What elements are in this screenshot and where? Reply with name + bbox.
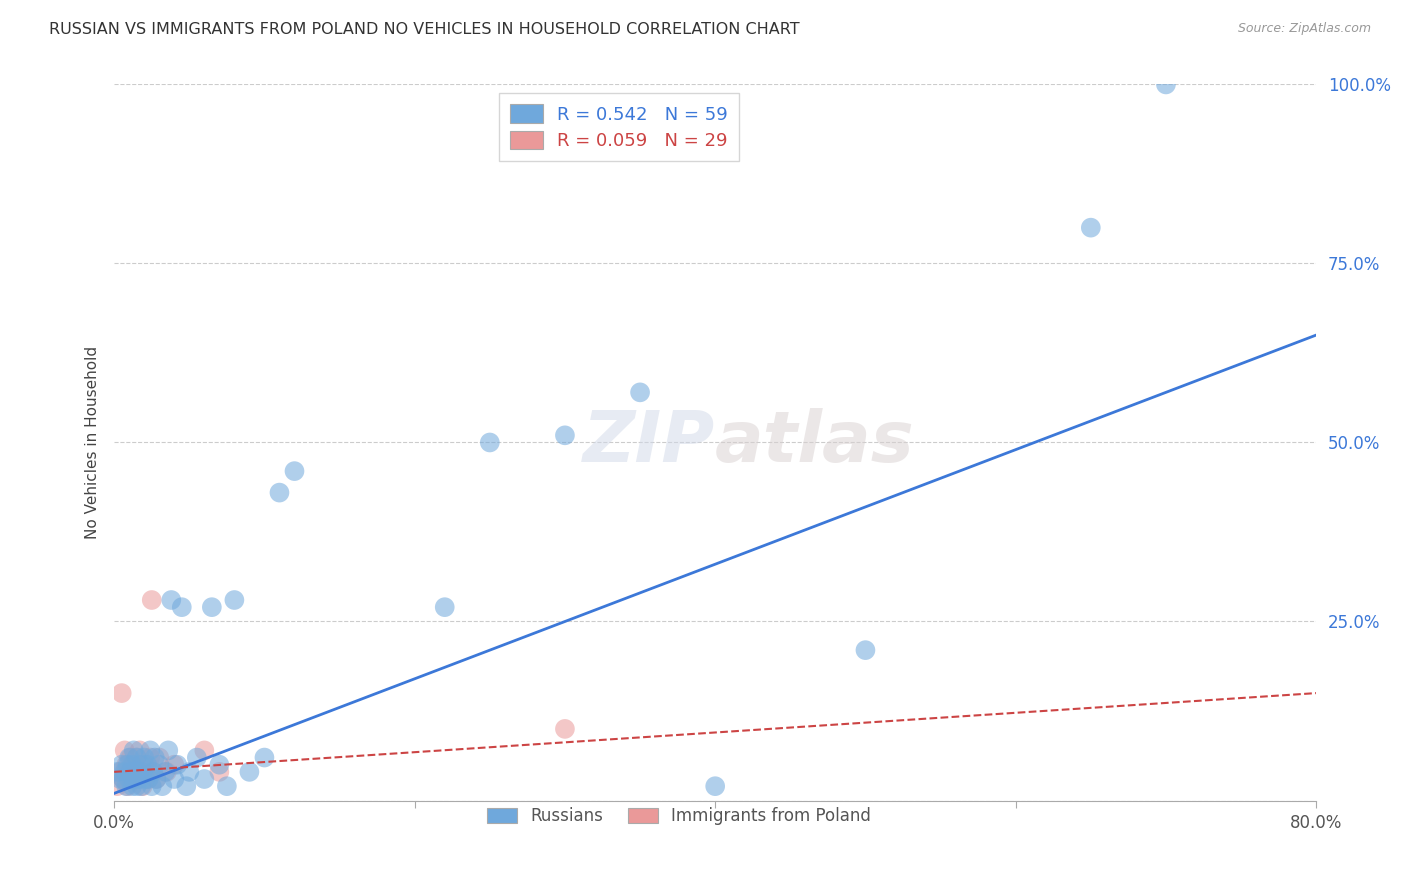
Point xyxy=(117,779,139,793)
Point xyxy=(156,764,179,779)
Point xyxy=(134,750,156,764)
Point xyxy=(139,743,162,757)
Text: ZIP: ZIP xyxy=(583,408,716,477)
Point xyxy=(628,385,651,400)
Point xyxy=(238,764,260,779)
Point xyxy=(129,779,152,793)
Point xyxy=(193,743,215,757)
Text: Source: ZipAtlas.com: Source: ZipAtlas.com xyxy=(1237,22,1371,36)
Point xyxy=(478,435,501,450)
Point xyxy=(108,764,131,779)
Point xyxy=(132,764,155,779)
Point xyxy=(124,764,146,779)
Point xyxy=(120,750,142,764)
Point xyxy=(193,772,215,786)
Point xyxy=(163,772,186,786)
Point xyxy=(122,757,145,772)
Point xyxy=(129,764,152,779)
Point xyxy=(253,750,276,764)
Point xyxy=(134,757,156,772)
Point xyxy=(176,779,198,793)
Point xyxy=(138,772,160,786)
Point xyxy=(141,779,163,793)
Point xyxy=(145,772,167,786)
Point xyxy=(112,772,135,786)
Point xyxy=(118,772,141,786)
Point xyxy=(1080,220,1102,235)
Legend: Russians, Immigrants from Poland: Russians, Immigrants from Poland xyxy=(481,800,877,831)
Point xyxy=(118,764,141,779)
Point xyxy=(201,600,224,615)
Point xyxy=(121,757,143,772)
Point xyxy=(136,757,159,772)
Point xyxy=(121,779,143,793)
Point xyxy=(118,750,141,764)
Point xyxy=(224,593,246,607)
Point xyxy=(139,750,162,764)
Point xyxy=(855,643,877,657)
Point xyxy=(125,750,148,764)
Point xyxy=(127,764,149,779)
Point xyxy=(142,764,165,779)
Point xyxy=(554,428,576,442)
Text: atlas: atlas xyxy=(716,408,915,477)
Point xyxy=(554,722,576,736)
Point xyxy=(124,764,146,779)
Text: RUSSIAN VS IMMIGRANTS FROM POLAND NO VEHICLES IN HOUSEHOLD CORRELATION CHART: RUSSIAN VS IMMIGRANTS FROM POLAND NO VEH… xyxy=(49,22,800,37)
Point xyxy=(1154,78,1177,92)
Point xyxy=(114,764,136,779)
Point xyxy=(143,750,166,764)
Point xyxy=(208,764,231,779)
Point xyxy=(179,764,201,779)
Point xyxy=(136,772,159,786)
Point xyxy=(283,464,305,478)
Point xyxy=(111,686,134,700)
Point xyxy=(115,757,138,772)
Point xyxy=(105,764,128,779)
Point xyxy=(157,743,180,757)
Point xyxy=(115,779,138,793)
Y-axis label: No Vehicles in Household: No Vehicles in Household xyxy=(86,346,100,539)
Point xyxy=(122,772,145,786)
Point xyxy=(166,757,188,772)
Point xyxy=(208,757,231,772)
Point xyxy=(145,772,167,786)
Point xyxy=(186,750,208,764)
Point xyxy=(269,485,291,500)
Point xyxy=(121,772,143,786)
Point xyxy=(148,757,170,772)
Point xyxy=(215,779,238,793)
Point xyxy=(150,779,173,793)
Point xyxy=(142,764,165,779)
Point xyxy=(132,779,155,793)
Point xyxy=(114,743,136,757)
Point xyxy=(117,757,139,772)
Point xyxy=(125,779,148,793)
Point xyxy=(128,772,150,786)
Point xyxy=(105,779,128,793)
Point xyxy=(112,772,135,786)
Point xyxy=(120,764,142,779)
Point xyxy=(160,593,183,607)
Point xyxy=(127,772,149,786)
Point xyxy=(433,600,456,615)
Point xyxy=(111,757,134,772)
Point xyxy=(141,593,163,607)
Point xyxy=(129,757,152,772)
Point xyxy=(148,750,170,764)
Point xyxy=(135,772,157,786)
Point xyxy=(125,750,148,764)
Point xyxy=(155,764,177,779)
Point xyxy=(163,757,186,772)
Point xyxy=(128,743,150,757)
Point xyxy=(704,779,727,793)
Point xyxy=(122,743,145,757)
Point xyxy=(170,600,193,615)
Point xyxy=(108,772,131,786)
